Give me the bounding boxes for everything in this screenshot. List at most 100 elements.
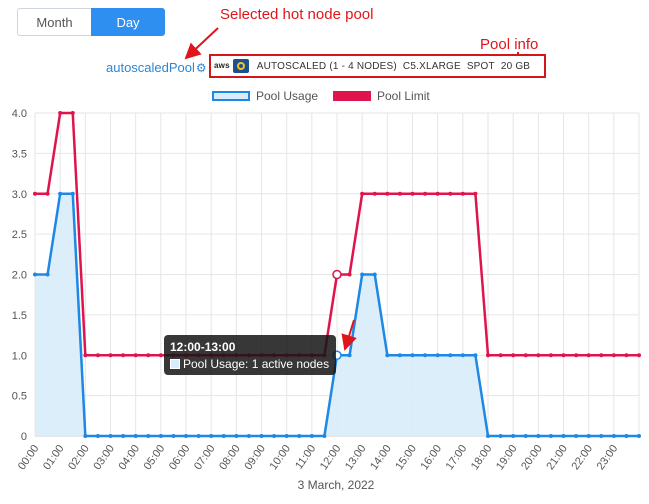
usage-data-point[interactable] [221, 434, 226, 438]
annotation-selected-pool: Selected hot node pool [220, 6, 374, 23]
limit-data-point[interactable] [498, 353, 503, 358]
y-tick-label: 2.0 [12, 270, 27, 282]
usage-data-point[interactable] [372, 272, 377, 277]
limit-data-point[interactable] [146, 353, 151, 358]
usage-data-point[interactable] [184, 434, 188, 438]
y-tick-label: 3.0 [12, 189, 27, 201]
usage-data-point[interactable] [309, 434, 314, 438]
gear-icon[interactable]: ⚙ [195, 61, 207, 75]
limit-data-point[interactable] [448, 191, 453, 196]
limit-data-point[interactable] [58, 111, 63, 115]
usage-data-point[interactable] [423, 353, 428, 358]
limit-data-point[interactable] [45, 191, 50, 196]
limit-data-point[interactable] [548, 353, 553, 358]
limit-data-point[interactable] [511, 353, 516, 358]
usage-data-point[interactable] [448, 353, 453, 358]
x-tick-label: 01:00 [41, 443, 67, 472]
limit-data-point[interactable] [133, 353, 138, 358]
usage-data-point[interactable] [108, 434, 113, 438]
usage-data-point[interactable] [611, 434, 616, 438]
usage-data-point[interactable] [624, 434, 629, 438]
usage-data-point[interactable] [410, 353, 415, 358]
usage-data-point[interactable] [435, 353, 440, 358]
limit-data-point[interactable] [332, 269, 342, 280]
usage-data-point[interactable] [121, 434, 126, 438]
limit-data-point[interactable] [574, 353, 579, 358]
usage-data-point[interactable] [171, 434, 176, 438]
annotation-pool-info: Pool info [480, 36, 539, 53]
legend-item-usage[interactable]: Pool Usage [212, 89, 318, 103]
usage-data-point[interactable] [234, 434, 239, 438]
usage-data-point[interactable] [209, 434, 214, 438]
x-tick-label: 10:00 [268, 443, 294, 472]
y-tick-label: 1.0 [12, 350, 27, 362]
limit-data-point[interactable] [372, 191, 377, 196]
usage-data-point[interactable] [70, 191, 75, 196]
usage-data-point[interactable] [347, 353, 352, 358]
limit-data-point[interactable] [397, 191, 402, 196]
usage-data-point[interactable] [637, 434, 641, 438]
limit-data-point[interactable] [33, 191, 37, 196]
limit-data-point[interactable] [536, 353, 541, 358]
usage-data-point[interactable] [385, 353, 390, 358]
usage-data-point[interactable] [297, 434, 302, 438]
usage-data-point[interactable] [322, 434, 327, 438]
usage-data-point[interactable] [523, 434, 528, 438]
usage-data-point[interactable] [33, 272, 37, 277]
usage-data-point[interactable] [397, 353, 402, 358]
limit-data-point[interactable] [586, 353, 591, 358]
usage-data-point[interactable] [561, 434, 566, 438]
y-tick-label: 4.0 [12, 108, 27, 120]
limit-data-point[interactable] [473, 191, 478, 196]
usage-data-point[interactable] [158, 434, 163, 438]
limit-data-point[interactable] [70, 111, 75, 115]
limit-data-point[interactable] [523, 353, 528, 358]
usage-data-point[interactable] [473, 353, 478, 358]
usage-data-point[interactable] [45, 272, 50, 277]
usage-data-point[interactable] [196, 434, 201, 438]
limit-data-point[interactable] [95, 353, 100, 358]
usage-data-point[interactable] [486, 434, 490, 438]
usage-data-point[interactable] [133, 434, 138, 438]
usage-data-point[interactable] [574, 434, 579, 438]
limit-data-point[interactable] [561, 353, 566, 358]
month-button[interactable]: Month [17, 8, 91, 36]
usage-data-point[interactable] [83, 434, 88, 438]
usage-data-point[interactable] [95, 434, 100, 438]
limit-data-point[interactable] [121, 353, 126, 358]
usage-data-point[interactable] [284, 434, 289, 438]
usage-data-point[interactable] [511, 434, 516, 438]
limit-data-point[interactable] [83, 353, 88, 358]
usage-data-point[interactable] [536, 434, 541, 438]
x-tick-label: 00:00 [16, 443, 42, 472]
usage-data-point[interactable] [272, 434, 277, 438]
limit-data-point[interactable] [637, 353, 641, 358]
usage-data-point[interactable] [460, 353, 465, 358]
limit-data-point[interactable] [460, 191, 465, 196]
limit-data-point[interactable] [599, 353, 604, 358]
limit-data-point[interactable] [435, 191, 440, 196]
pool-name-link[interactable]: autoscaledPool⚙ [106, 60, 207, 75]
usage-data-point[interactable] [548, 434, 553, 438]
limit-data-point[interactable] [347, 272, 352, 277]
limit-data-point[interactable] [624, 353, 629, 358]
limit-data-point[interactable] [423, 191, 428, 196]
limit-data-point[interactable] [360, 191, 365, 196]
usage-data-point[interactable] [586, 434, 591, 438]
usage-data-point[interactable] [360, 272, 365, 277]
limit-data-point[interactable] [611, 353, 616, 358]
usage-data-point[interactable] [146, 434, 151, 438]
usage-data-point[interactable] [246, 434, 251, 438]
y-tick-label: 0 [21, 431, 27, 443]
usage-data-point[interactable] [259, 434, 264, 438]
usage-data-point[interactable] [58, 191, 63, 196]
legend-item-limit[interactable]: Pool Limit [333, 89, 430, 103]
limit-data-point[interactable] [158, 353, 163, 358]
usage-data-point[interactable] [599, 434, 604, 438]
usage-data-point[interactable] [498, 434, 503, 438]
day-button[interactable]: Day [91, 8, 165, 36]
limit-data-point[interactable] [486, 353, 490, 358]
limit-data-point[interactable] [410, 191, 415, 196]
limit-data-point[interactable] [385, 191, 390, 196]
limit-data-point[interactable] [108, 353, 113, 358]
